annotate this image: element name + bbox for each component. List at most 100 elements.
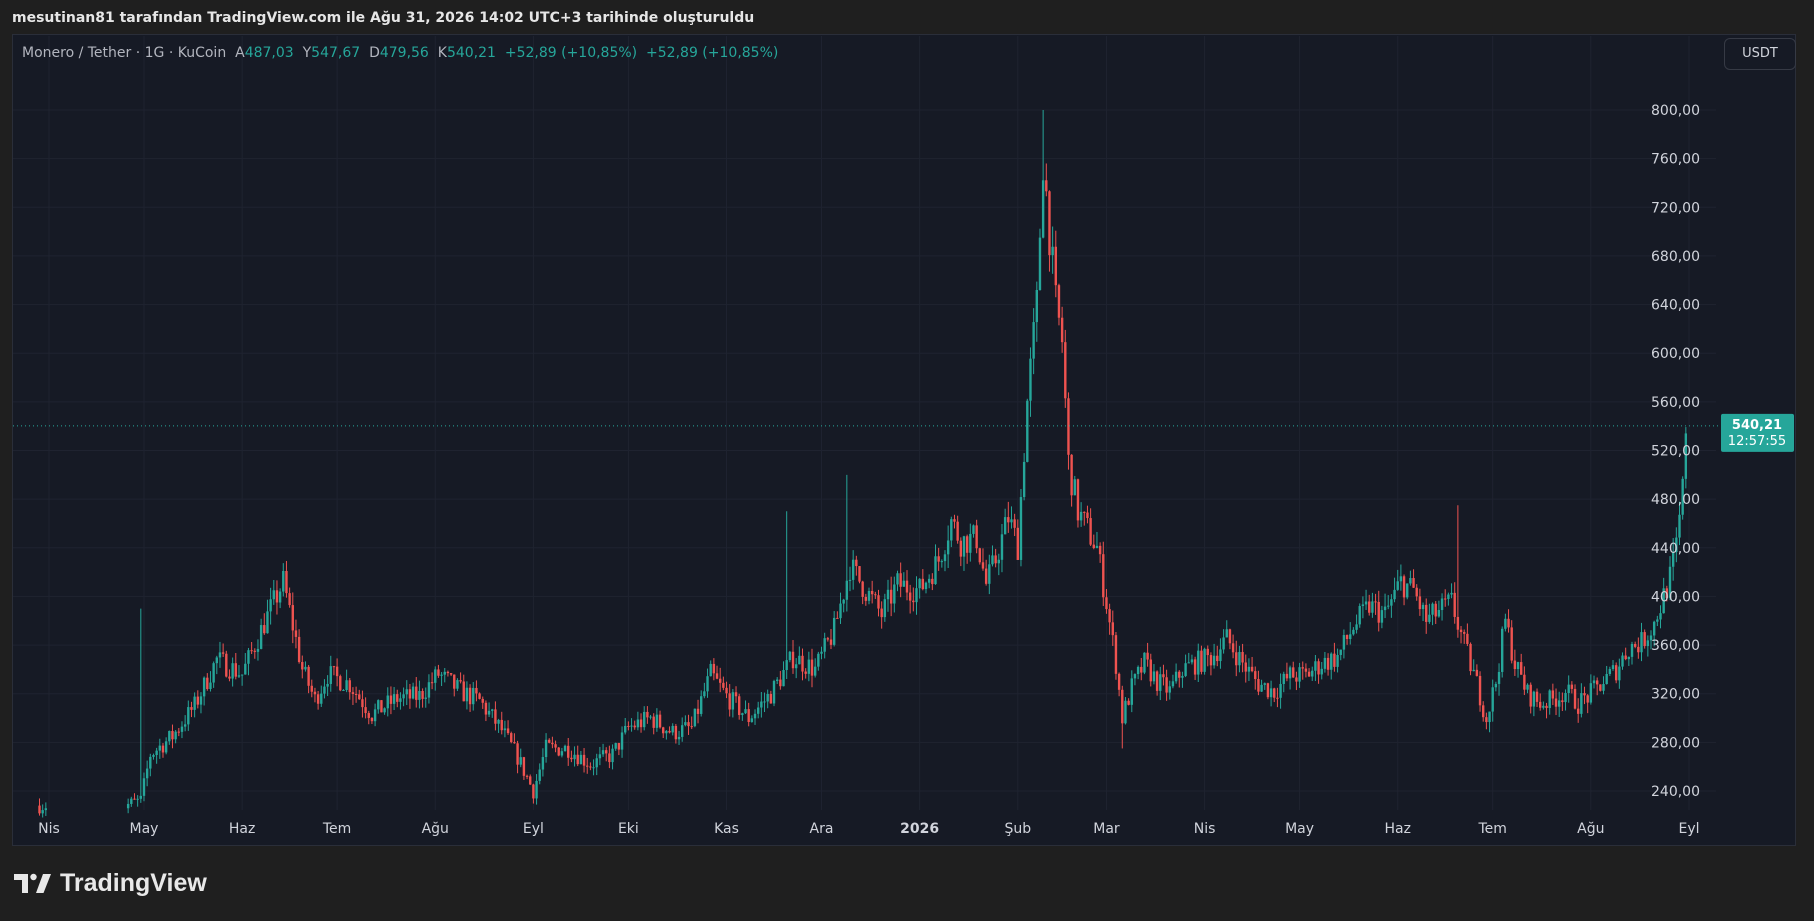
candle-body bbox=[908, 592, 912, 601]
candle-body bbox=[614, 743, 617, 749]
candle-body bbox=[316, 694, 320, 704]
candle-body bbox=[1513, 660, 1517, 670]
low-value: 479,56 bbox=[379, 45, 429, 61]
candle-body bbox=[988, 564, 991, 584]
candle-body bbox=[1570, 684, 1574, 689]
candle-body bbox=[1282, 673, 1285, 684]
candle-body bbox=[1032, 322, 1035, 359]
candle-body bbox=[415, 686, 418, 700]
y-tick-label: 600,00 bbox=[1651, 346, 1700, 362]
candle-body bbox=[202, 677, 206, 697]
candle-body bbox=[142, 778, 146, 796]
candle-body bbox=[1266, 683, 1270, 698]
symbol-name[interactable]: Monero / Tether · 1G · KuCoin bbox=[22, 45, 227, 61]
candle-body bbox=[1463, 632, 1466, 634]
candle-body bbox=[310, 685, 313, 692]
candle-body bbox=[481, 698, 484, 703]
candle-body bbox=[339, 676, 342, 691]
tradingview-logo[interactable]: TradingView bbox=[14, 868, 207, 898]
candle-body bbox=[1523, 674, 1526, 690]
candle-body bbox=[1630, 643, 1634, 657]
candle-body bbox=[1127, 700, 1130, 705]
candle-body bbox=[424, 697, 427, 699]
candle-body bbox=[1529, 684, 1532, 707]
candle-body bbox=[1219, 649, 1222, 662]
candle-body bbox=[937, 556, 940, 562]
x-tick-label: Ağu bbox=[422, 821, 449, 837]
x-tick-label: Eki bbox=[618, 821, 639, 837]
candle-body bbox=[1222, 637, 1225, 650]
candle-body bbox=[1193, 659, 1197, 675]
candle-body bbox=[576, 754, 579, 765]
candle-body bbox=[586, 765, 589, 767]
candle-body bbox=[940, 561, 944, 563]
candle-body bbox=[1181, 675, 1184, 678]
candle-body bbox=[1209, 655, 1213, 666]
candle-body bbox=[1425, 604, 1428, 622]
candle-body bbox=[962, 536, 966, 557]
candle-body bbox=[1086, 512, 1089, 519]
candle-body bbox=[1067, 398, 1070, 455]
candle-body bbox=[592, 767, 595, 769]
currency-button[interactable]: USDT bbox=[1724, 38, 1796, 70]
x-tick-label: Tem bbox=[1477, 821, 1506, 837]
candle-body bbox=[652, 716, 655, 728]
candle-body bbox=[294, 630, 298, 637]
candle-body bbox=[383, 708, 386, 713]
candle-body bbox=[1285, 673, 1289, 679]
candle-body bbox=[731, 692, 735, 710]
candle-body bbox=[1472, 669, 1475, 672]
candle-body bbox=[1371, 601, 1374, 613]
candle-body bbox=[389, 695, 393, 704]
candle-body bbox=[1364, 601, 1368, 605]
candle-body bbox=[1130, 678, 1133, 705]
candle-body bbox=[206, 677, 209, 690]
candle-body bbox=[969, 533, 972, 553]
candle-body bbox=[1333, 653, 1336, 667]
candle-body bbox=[788, 651, 792, 661]
candle-body bbox=[896, 573, 899, 585]
chart-panel[interactable] bbox=[12, 34, 1796, 846]
candle-body bbox=[1504, 618, 1507, 629]
candle-body bbox=[38, 805, 41, 814]
candle-body bbox=[1203, 648, 1206, 672]
candle-body bbox=[269, 599, 272, 612]
candle-body bbox=[532, 784, 535, 799]
candle-body bbox=[440, 674, 443, 676]
candle-body bbox=[978, 548, 982, 563]
candle-body bbox=[221, 652, 225, 654]
candle-body bbox=[1121, 689, 1124, 724]
candle-body bbox=[1444, 598, 1447, 600]
candle-body bbox=[826, 638, 830, 640]
x-tick-label: Ara bbox=[810, 821, 834, 837]
candle-body bbox=[684, 722, 687, 726]
candle-body bbox=[636, 719, 640, 728]
y-tick-label: 440,00 bbox=[1651, 541, 1700, 557]
candle-body bbox=[1228, 629, 1232, 644]
candle-body bbox=[1079, 511, 1083, 521]
candle-body bbox=[934, 556, 937, 585]
candle-body bbox=[145, 768, 149, 779]
candle-body bbox=[304, 666, 307, 670]
candle-body bbox=[541, 757, 545, 770]
candle-body bbox=[335, 666, 339, 677]
candle-body bbox=[1415, 587, 1418, 597]
candle-body bbox=[1171, 681, 1175, 687]
candle-body bbox=[1254, 671, 1257, 680]
candle-body bbox=[1212, 655, 1216, 666]
candle-body bbox=[1070, 454, 1073, 496]
candle-body bbox=[646, 711, 649, 718]
candle-body bbox=[779, 679, 782, 687]
candle-body bbox=[297, 636, 301, 663]
candle-body bbox=[240, 674, 244, 676]
candle-body bbox=[396, 694, 399, 702]
symbol-legend[interactable]: Monero / Tether · 1G · KuCoin A487,03 Y5… bbox=[22, 45, 778, 61]
candle-body bbox=[573, 754, 576, 760]
candle-body bbox=[1345, 635, 1349, 640]
y-tick-label: 480,00 bbox=[1651, 492, 1700, 508]
tv-logo-icon bbox=[14, 873, 51, 893]
candle-body bbox=[804, 671, 807, 674]
candle-body bbox=[1155, 671, 1159, 691]
candle-body bbox=[1041, 180, 1045, 238]
